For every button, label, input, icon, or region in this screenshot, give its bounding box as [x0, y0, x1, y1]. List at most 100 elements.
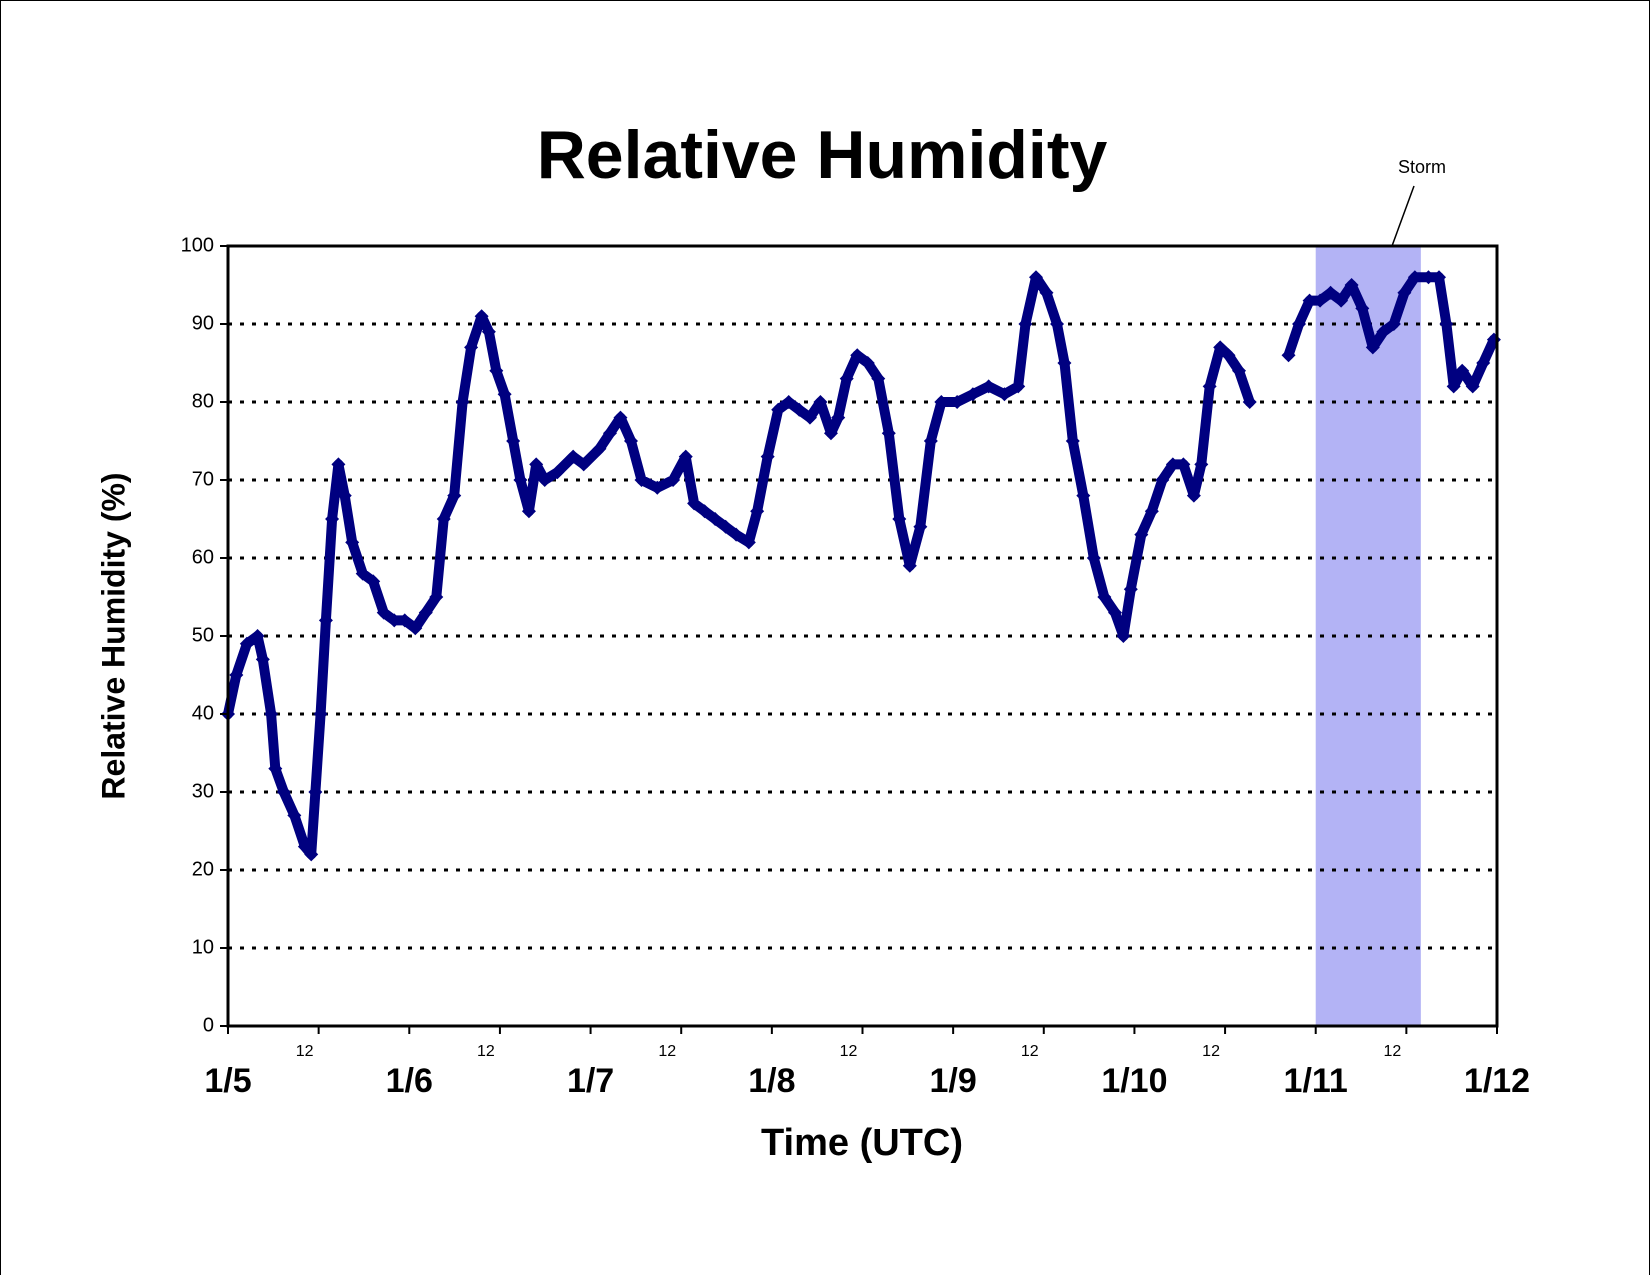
data-point	[566, 449, 581, 464]
data-point	[264, 707, 279, 721]
data-point	[623, 434, 638, 448]
data-point	[850, 348, 865, 363]
data-point	[792, 402, 807, 417]
data-point	[1086, 551, 1101, 565]
data-point	[1376, 324, 1391, 339]
data-point	[1050, 317, 1065, 331]
y-tick-label: 60	[192, 546, 214, 568]
y-tick-label: 100	[181, 234, 214, 256]
data-point	[1134, 527, 1149, 542]
data-point	[678, 449, 693, 464]
data-point	[802, 410, 817, 425]
data-point	[489, 363, 504, 378]
data-point	[1144, 504, 1159, 519]
data-point	[860, 356, 875, 370]
data-point	[481, 324, 496, 339]
data-point	[1176, 457, 1191, 472]
data-point	[418, 605, 433, 620]
data-point	[497, 387, 512, 402]
data-point	[1242, 395, 1257, 409]
x-tick-label: 12	[477, 1043, 495, 1060]
data-point	[823, 426, 838, 441]
data-point	[592, 441, 607, 456]
data-point	[537, 473, 552, 487]
data-point	[1213, 340, 1228, 355]
data-point	[1039, 285, 1054, 300]
data-point	[1344, 278, 1359, 292]
x-tick-label: 1/8	[748, 1062, 795, 1100]
y-tick-label: 20	[192, 858, 214, 880]
data-point	[1281, 348, 1296, 363]
data-point	[408, 621, 423, 636]
data-point	[687, 496, 702, 511]
data-point	[1292, 317, 1307, 331]
data-point	[455, 395, 470, 409]
x-tick-label: 12	[1202, 1043, 1220, 1060]
data-point	[304, 847, 319, 862]
data-point	[729, 527, 744, 542]
data-point	[1323, 285, 1338, 300]
data-point	[397, 613, 412, 628]
data-point	[366, 574, 381, 589]
data-point	[750, 504, 765, 519]
data-point	[1028, 270, 1043, 285]
data-point	[313, 707, 328, 721]
x-tick-label: 1/11	[1284, 1062, 1348, 1100]
data-point	[387, 613, 402, 628]
data-point	[376, 605, 391, 620]
data-point	[1165, 457, 1180, 472]
data-point	[1365, 340, 1380, 355]
data-point	[1108, 605, 1123, 620]
data-point	[297, 839, 312, 854]
data-point	[1097, 590, 1112, 604]
x-tick-label: 1/7	[567, 1062, 614, 1100]
data-point	[902, 558, 917, 573]
data-point	[881, 426, 896, 441]
data-point	[697, 504, 712, 519]
y-tick-label: 40	[192, 702, 214, 724]
data-point	[1018, 317, 1033, 331]
data-point	[325, 512, 340, 526]
data-point	[741, 535, 756, 550]
data-point	[1355, 301, 1370, 316]
data-point	[255, 652, 270, 667]
data-point	[576, 457, 591, 472]
data-line	[223, 272, 1499, 860]
x-tick-label: 1/10	[1101, 1062, 1167, 1100]
data-point	[308, 785, 323, 799]
data-point	[318, 613, 333, 628]
data-point	[229, 668, 244, 682]
data-point	[781, 395, 796, 409]
data-point	[650, 480, 665, 495]
data-point	[1455, 363, 1470, 378]
data-point	[1221, 348, 1236, 363]
data-point	[831, 410, 846, 425]
data-point	[965, 387, 980, 402]
data-point	[950, 395, 965, 409]
data-point	[1421, 270, 1436, 285]
data-point	[871, 371, 886, 386]
y-tick-label: 50	[192, 624, 214, 646]
data-point	[1065, 434, 1080, 448]
annotation: Storm	[1398, 157, 1446, 177]
data-point	[1386, 317, 1401, 331]
data-point	[331, 457, 346, 472]
data-point	[1011, 379, 1026, 394]
data-point	[1076, 488, 1091, 503]
x-tick-label: 1/12	[1464, 1062, 1530, 1100]
data-point	[913, 519, 928, 534]
data-point	[239, 636, 254, 651]
data-point	[1465, 379, 1480, 394]
data-point	[771, 402, 786, 417]
data-point	[355, 566, 370, 581]
data-point	[436, 512, 451, 526]
x-tick-label: 12	[840, 1043, 858, 1060]
y-tick-label: 10	[192, 936, 214, 958]
data-point	[1397, 285, 1412, 300]
y-tick-label: 70	[192, 468, 214, 490]
data-point	[1476, 356, 1491, 370]
x-tick-label: 1/5	[204, 1062, 251, 1100]
data-point	[506, 434, 521, 448]
